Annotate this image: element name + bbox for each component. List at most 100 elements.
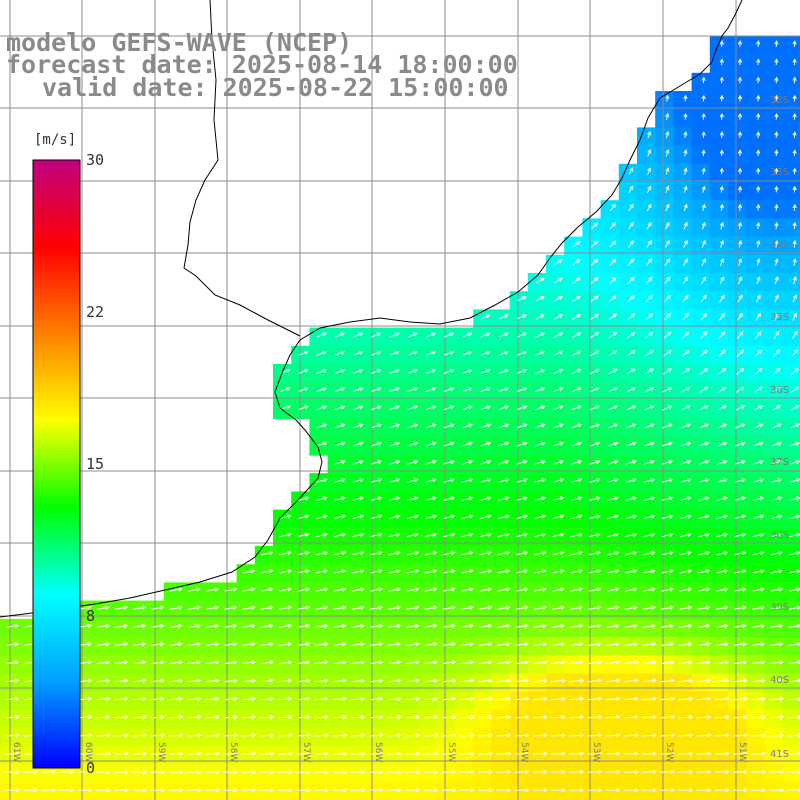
wind-speed-cell <box>364 709 383 729</box>
wind-speed-cell <box>309 600 329 620</box>
wind-arrow <box>388 587 402 592</box>
wind-speed-cell <box>673 436 693 456</box>
wind-arrow <box>714 788 730 793</box>
wind-arrow <box>389 332 400 338</box>
wind-speed-cell <box>291 655 310 674</box>
wind-arrow <box>792 58 797 66</box>
wind-arrow <box>441 788 457 793</box>
wind-arrow <box>607 496 619 501</box>
wind-arrow <box>388 550 401 556</box>
wind-arrow <box>626 350 636 357</box>
wind-arrow <box>553 387 564 393</box>
wind-speed-cell <box>600 691 620 711</box>
wind-arrow <box>571 423 582 429</box>
wind-speed-cell <box>527 436 547 456</box>
wind-speed-cell <box>746 200 765 219</box>
wind-arrow <box>278 788 293 793</box>
wind-speed-cell <box>345 491 365 511</box>
wind-arrow <box>644 441 655 447</box>
wind-arrow <box>551 788 566 793</box>
wind-speed-cell <box>345 637 365 656</box>
wind-speed-cell <box>455 655 474 674</box>
wind-arrow <box>315 660 329 665</box>
wind-arrow <box>643 514 656 519</box>
wind-arrow <box>719 258 725 266</box>
wind-arrow <box>791 330 798 339</box>
wind-speed-cell <box>782 182 800 201</box>
wind-arrow <box>406 587 420 592</box>
wind-speed-cell <box>364 618 383 638</box>
wind-speed-cell <box>473 546 492 565</box>
wind-arrow <box>642 696 657 701</box>
wind-speed-cell <box>473 637 492 656</box>
wind-speed-cell <box>582 509 602 529</box>
wind-arrow <box>206 605 220 610</box>
wind-arrow <box>791 349 798 358</box>
wind-speed-cell <box>345 327 365 347</box>
wind-arrow <box>699 405 709 411</box>
wind-arrow <box>444 332 455 338</box>
wind-arrow <box>626 405 637 411</box>
wind-arrow <box>424 696 439 702</box>
wind-arrow <box>407 478 419 483</box>
wind-speed-cell <box>691 236 711 256</box>
wind-speed-cell <box>309 691 329 711</box>
wind-speed-cell <box>418 728 438 747</box>
wind-arrow <box>442 642 456 647</box>
wind-arrow <box>679 550 692 556</box>
wind-arrow <box>496 733 512 738</box>
wind-arrow <box>442 660 457 665</box>
wind-speed-cell <box>327 746 347 765</box>
wind-arrow <box>792 131 797 138</box>
wind-speed-cell <box>218 673 238 693</box>
wind-speed-cell <box>400 728 420 747</box>
wind-arrow <box>755 331 762 339</box>
wind-arrow <box>625 550 638 556</box>
wind-speed-cell <box>509 673 529 693</box>
wind-speed-cell <box>746 709 765 729</box>
wind-speed-cell <box>637 182 656 201</box>
wind-arrow <box>734 514 747 519</box>
wind-arrow <box>5 696 20 702</box>
wind-arrow <box>5 623 20 628</box>
wind-arrow <box>517 332 527 338</box>
wind-speed-cell <box>728 327 747 347</box>
wind-arrow <box>151 605 165 610</box>
wind-speed-cell <box>746 327 765 347</box>
wind-arrow <box>756 131 761 138</box>
wind-arrow <box>572 314 581 320</box>
wind-speed-cell <box>491 418 511 438</box>
wind-speed-cell <box>436 655 456 674</box>
wind-speed-cell <box>273 564 292 583</box>
wind-speed-cell <box>564 582 583 602</box>
wind-arrow <box>242 623 256 628</box>
wind-speed-cell <box>637 564 656 583</box>
wind-speed-cell <box>673 491 693 511</box>
wind-speed-cell <box>473 309 492 329</box>
wind-arrow <box>443 550 456 556</box>
wind-arrow <box>569 751 585 756</box>
wind-arrow <box>133 678 147 683</box>
wind-arrow <box>625 459 637 465</box>
wind-arrow <box>59 769 75 775</box>
wind-speed-cell <box>764 273 784 292</box>
wind-arrow <box>261 550 274 556</box>
wind-speed-cell <box>746 236 765 256</box>
wind-speed-cell <box>455 564 474 583</box>
wind-speed-cell <box>600 764 620 784</box>
wind-arrow <box>78 678 93 683</box>
wind-speed-cell <box>764 236 784 256</box>
colorbar-tick-22: 22 <box>86 303 105 321</box>
wind-arrow <box>642 751 657 756</box>
wind-arrow <box>314 733 329 738</box>
wind-arrow <box>59 788 75 793</box>
wind-speed-cell <box>618 254 638 274</box>
wind-arrow <box>315 696 329 702</box>
wind-arrow <box>570 532 583 538</box>
wind-arrow <box>625 569 638 574</box>
wind-speed-cell <box>673 600 693 620</box>
wind-arrow <box>752 569 765 574</box>
wind-speed-cell <box>455 546 474 565</box>
wind-arrow <box>223 733 238 738</box>
wind-speed-cell <box>600 582 620 602</box>
